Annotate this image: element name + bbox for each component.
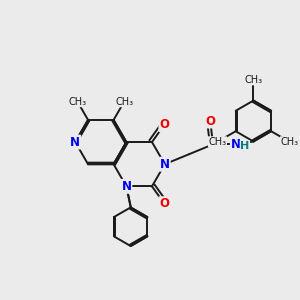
Text: O: O [159, 197, 170, 210]
Text: CH₃: CH₃ [244, 74, 262, 85]
Text: CH₃: CH₃ [208, 137, 226, 147]
Text: H: H [240, 141, 250, 151]
Text: CH₃: CH₃ [68, 97, 87, 107]
Text: N: N [231, 138, 241, 151]
Text: CH₃: CH₃ [115, 97, 133, 107]
Text: O: O [205, 115, 215, 128]
Text: N: N [122, 180, 131, 193]
Text: N: N [70, 136, 80, 148]
Text: N: N [160, 158, 170, 171]
Text: O: O [159, 118, 170, 131]
Text: CH₃: CH₃ [280, 137, 298, 147]
